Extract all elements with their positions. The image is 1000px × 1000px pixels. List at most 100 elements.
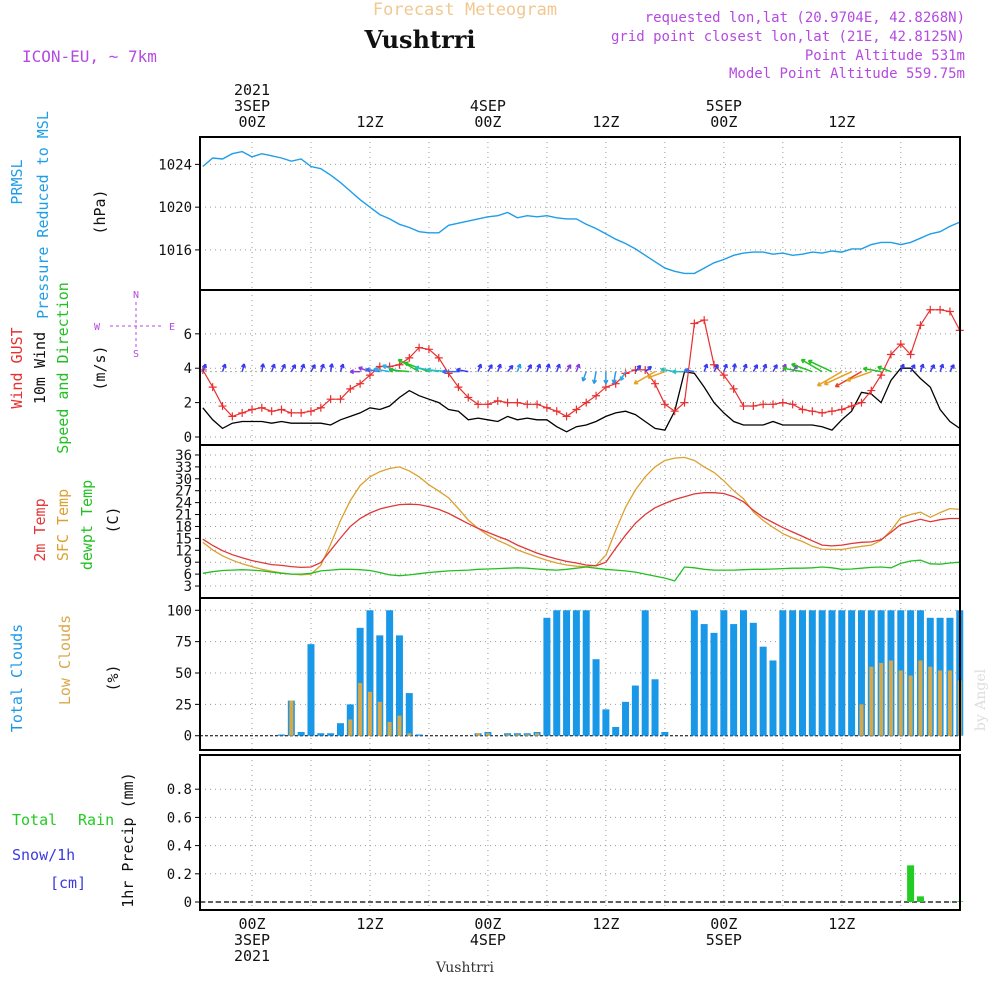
gust-point [601, 383, 610, 392]
wind-arrow-head [791, 362, 796, 368]
top-time-label: 00Z [474, 113, 501, 131]
grid-coords: grid point closest lon,lat (21E, 42.8125… [611, 29, 965, 45]
bottom-time-label: 00Z [474, 915, 501, 933]
top-time-label: 00Z [710, 113, 737, 131]
wind-arrow [791, 363, 813, 373]
requested-coords: requested lon,lat (20.9704E, 42.8268N) [645, 10, 965, 26]
ytick-label: 18 [175, 519, 192, 535]
wind-arrow-head [846, 377, 851, 382]
wind-arrow-head [508, 364, 514, 370]
gust-point [464, 393, 473, 402]
wind-arrow [389, 369, 410, 373]
wind-arrow-head [281, 363, 286, 369]
gust-point [680, 398, 689, 407]
total-cloud-bar [651, 679, 659, 736]
chart-content [198, 150, 964, 903]
total-clouds-label: Total Clouds [8, 624, 26, 732]
top-time-label: 12Z [828, 113, 855, 131]
ytick-label: 33 [175, 460, 192, 476]
low-cloud-bar [348, 719, 353, 736]
total-cloud-bar [405, 693, 413, 736]
wind-arrow-head [714, 364, 719, 369]
low-cloud-bar [407, 733, 412, 736]
ytick-label: 6 [184, 567, 192, 583]
wind-arrow-head [753, 364, 759, 369]
low-cloud-bar [367, 691, 372, 736]
gust-point [768, 400, 777, 409]
gust-point [827, 407, 836, 416]
total-cloud-bar [592, 659, 600, 736]
total-cloud-bar [720, 610, 728, 736]
wind-arrow [824, 370, 852, 386]
total-cloud-bar [749, 622, 757, 736]
gust-point [474, 400, 483, 409]
gust-point [365, 371, 374, 380]
credit-watermark: by Angel [973, 668, 989, 731]
ytick-label: 3 [184, 579, 192, 595]
footer-location: Vushtrri [435, 960, 494, 976]
wind-arrow-head [611, 379, 617, 384]
total-cloud-bar [543, 617, 551, 736]
gust-point [660, 400, 669, 409]
rain-label: Rain [78, 811, 114, 829]
wind-arrow [456, 368, 469, 373]
total-cloud-bar [572, 610, 580, 736]
low-cloud-bar [898, 670, 903, 736]
wind-arrow [612, 371, 617, 384]
gust-point [788, 400, 797, 409]
bottom-time-label: 2021 [234, 947, 270, 965]
gust-point [670, 407, 679, 416]
total-cloud-bar [857, 610, 865, 736]
low-cloud-bar [947, 670, 952, 736]
wind-arrow-head [477, 363, 483, 369]
gust-point [424, 345, 433, 354]
bottom-time-label: 5SEP [706, 931, 742, 949]
bottom-time-label: 12Z [592, 915, 619, 933]
total-cloud-bar [848, 610, 856, 736]
low-cloud-bar [928, 666, 933, 736]
gust-point [945, 307, 954, 316]
total-cloud-bar [779, 610, 787, 736]
total-cloud-bar [317, 733, 325, 736]
ytick-label: 25 [175, 697, 192, 713]
total-cloud-bar [838, 610, 846, 736]
compass-e: E [169, 322, 175, 333]
wind-arrow-head [397, 358, 403, 364]
wind-arrow-head [496, 363, 502, 369]
product-title: Forecast Meteogram [373, 0, 557, 20]
top-time-label: 2021 [234, 81, 270, 99]
prmsl-line [202, 150, 961, 275]
wind-arrow-head [703, 363, 709, 369]
wind-arrow [647, 370, 666, 379]
ytick-label: 2 [184, 396, 192, 412]
low-cloud-bar [918, 660, 923, 736]
gust-point [886, 350, 895, 359]
total-cloud-bar [376, 635, 384, 736]
total-cloud-bar [690, 610, 698, 736]
gust-point [592, 391, 601, 400]
pressure-unit-label: (hPa) [91, 189, 109, 234]
wind-arrow-head [488, 364, 493, 369]
ytick-label: 50 [175, 666, 192, 682]
wind-arrow-head [291, 364, 297, 369]
total-cloud-bar [631, 685, 639, 736]
gust-point [857, 398, 866, 407]
gust-point [218, 402, 227, 411]
top-time-label: 5SEP [706, 97, 742, 115]
gust-point [306, 407, 315, 416]
low-cloud-bar [515, 734, 520, 736]
compass-n: N [133, 290, 139, 301]
top-time-label: 3SEP [234, 97, 270, 115]
ytick-label: 0 [184, 430, 192, 446]
wind-arrow-head [270, 363, 276, 369]
total-cloud-bar [395, 635, 403, 736]
low-cloud-bar [387, 721, 392, 736]
ytick-label: 1020 [158, 200, 192, 216]
gust-label: Wind GUST [8, 327, 26, 408]
gust-point [326, 395, 335, 404]
wind-arrow-head [581, 376, 587, 382]
total-cloud-bar [415, 734, 423, 736]
wind-arrow [877, 366, 892, 373]
gust-point [238, 408, 247, 417]
low-cloud-bar [888, 660, 893, 736]
